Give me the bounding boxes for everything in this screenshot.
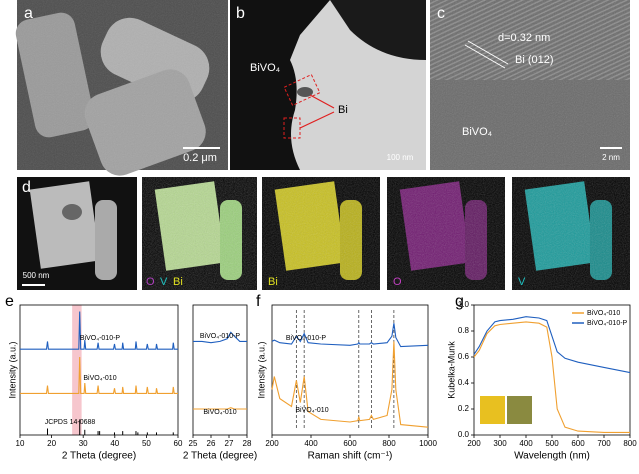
scale-bar: 500 nm <box>23 271 50 280</box>
label: BiVO₄ <box>250 62 281 74</box>
x-axis-label: 2 Theta (degree) <box>62 451 136 462</box>
panel-letter: d <box>22 179 31 196</box>
plot-frame <box>19 304 179 436</box>
x-tick-label: 400 <box>304 439 318 448</box>
map-legend: Bi <box>268 276 278 288</box>
y-tick-label: 0.0 <box>458 430 470 439</box>
series-label: BiVO₄-010-P <box>200 333 241 340</box>
x-tick-label: 30 <box>79 439 88 448</box>
plot-frame <box>192 304 248 436</box>
x-tick-label: 10 <box>16 439 25 448</box>
y-tick-label: 1.0 <box>458 300 470 309</box>
y-axis-label: Kubelka-Munk <box>446 341 456 399</box>
x-axis-label: Raman shift (cm⁻¹) <box>308 451 393 462</box>
x-tick-label: 20 <box>47 439 56 448</box>
series-label: BiVO₄-010 <box>295 407 328 414</box>
y-tick-label: 0.6 <box>458 352 470 361</box>
label: d=0.32 nm <box>498 32 550 44</box>
label: BiVO₄ <box>462 126 493 138</box>
x-tick-label: 1000 <box>419 439 437 448</box>
series-label: JCPDS 14-0688 <box>45 419 96 426</box>
hrtem-image: d=0.32 nm Bi (012) BiVO₄ c 2 nm <box>430 0 630 170</box>
scale-bar: 0.2 μm <box>183 152 217 164</box>
x-tick-label: 40 <box>110 439 119 448</box>
x-tick-label: 700 <box>597 439 611 448</box>
line <box>193 407 247 410</box>
map-legend: V <box>160 276 168 288</box>
line <box>20 356 178 394</box>
sample-photos <box>480 396 532 424</box>
y-axis-label: Intensity (a.u.) <box>256 341 266 398</box>
map-legend: O <box>146 276 155 288</box>
line <box>473 316 631 374</box>
line <box>473 321 630 433</box>
panel-letter: g <box>455 293 464 310</box>
x-tick-label: 400 <box>519 439 533 448</box>
map-legend: O <box>393 276 402 288</box>
panel-letter: e <box>5 293 14 310</box>
highlight-band <box>72 305 82 435</box>
y-tick-label: 0.2 <box>458 404 470 413</box>
x-tick-label: 200 <box>467 439 481 448</box>
x-tick-label: 600 <box>343 439 357 448</box>
panel-letter: f <box>256 293 261 310</box>
map-legend: V <box>518 276 526 288</box>
x-tick-label: 200 <box>265 439 279 448</box>
x-tick-label: 27 <box>225 439 234 448</box>
series-label: BiVO₄-010-P <box>286 335 327 342</box>
series-label: BiVO₄-010 <box>203 409 236 416</box>
y-axis-label: Intensity (a.u.) <box>7 341 17 398</box>
series-label: BiVO₄-010 <box>83 375 116 382</box>
x-axis-label: Wavelength (nm) <box>514 451 590 462</box>
label: Bi (012) <box>515 54 554 66</box>
legend-label: BiVO₄-010 <box>587 310 620 317</box>
y-tick-label: 0.8 <box>458 326 470 335</box>
line <box>271 341 429 428</box>
x-tick-label: 26 <box>207 439 216 448</box>
x-tick-label: 800 <box>382 439 396 448</box>
label: Bi <box>338 104 348 116</box>
x-tick-label: 25 <box>189 439 198 448</box>
panel-letter: a <box>24 5 33 22</box>
x-tick-label: 800 <box>623 439 637 448</box>
x-axis-label: 2 Theta (degree) <box>183 451 257 462</box>
line <box>20 311 178 350</box>
tem-image: BiVO₄ Bi b 100 nm <box>230 0 426 170</box>
map-legend: Bi <box>173 276 183 288</box>
scale-bar: 100 nm <box>387 153 414 162</box>
legend-label: BiVO₄-010-P <box>587 320 628 327</box>
x-tick-label: 28 <box>243 439 252 448</box>
x-tick-label: 500 <box>545 439 559 448</box>
x-tick-label: 60 <box>174 439 183 448</box>
panel-letter: c <box>437 5 445 22</box>
y-tick-label: 0.4 <box>458 378 470 387</box>
x-tick-label: 50 <box>142 439 151 448</box>
panel-letter: b <box>236 5 245 22</box>
sem-image: a 0.2 μm <box>15 0 228 176</box>
series-label: BiVO₄-010-P <box>80 335 121 342</box>
scale-bar: 2 nm <box>602 153 620 162</box>
x-tick-label: 600 <box>571 439 585 448</box>
line <box>193 331 247 344</box>
line <box>271 323 429 348</box>
eds-images: d 500 nm O V Bi Bi O V <box>17 177 630 290</box>
x-tick-label: 300 <box>493 439 507 448</box>
plot-frame <box>271 304 429 436</box>
